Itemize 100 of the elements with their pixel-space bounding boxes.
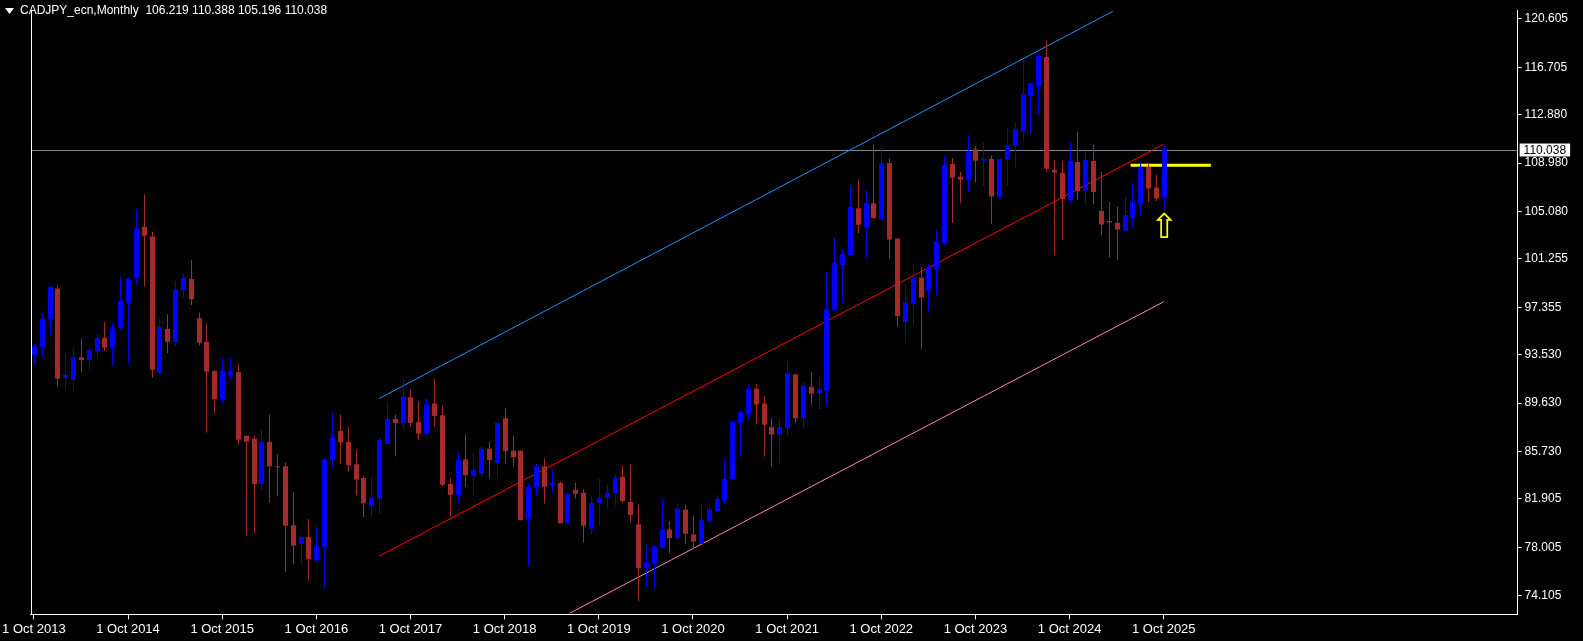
candlestick	[754, 383, 759, 425]
candlestick	[79, 338, 84, 373]
candlestick	[1013, 121, 1018, 169]
candlestick	[722, 458, 727, 505]
candlestick	[1028, 82, 1033, 135]
candlestick	[299, 535, 304, 565]
candlestick	[346, 426, 351, 473]
candlestick	[244, 435, 249, 537]
candlestick	[871, 143, 876, 220]
y-tick-label: 85.730	[1524, 443, 1562, 458]
x-tick-label: 1 Oct 2023	[943, 620, 1008, 636]
y-tick-label: 112.880	[1524, 106, 1568, 121]
x-tick-label: 1 Oct 2021	[755, 620, 819, 636]
y-tick-label: 89.630	[1524, 395, 1562, 410]
candlestick	[291, 491, 296, 565]
candlestick	[306, 518, 311, 582]
candlestick	[550, 468, 555, 493]
candlestick	[644, 544, 649, 588]
candlestick	[652, 544, 657, 590]
y-tick-label: 78.005	[1524, 539, 1562, 554]
candlestick	[919, 266, 924, 350]
y-tick-label: 97.355	[1524, 299, 1562, 314]
candlestick	[1115, 206, 1120, 261]
y-tick-label: 116.705	[1524, 59, 1568, 74]
x-tick-label: 1 Oct 2024	[1037, 620, 1102, 636]
candlestick	[63, 352, 68, 390]
candlestick	[699, 505, 704, 545]
candlestick	[165, 313, 170, 354]
candlestick	[926, 263, 931, 313]
candlestick	[393, 414, 398, 457]
candlestick	[738, 410, 743, 457]
y-tick-label: 81.905	[1524, 491, 1562, 506]
candlestick	[762, 395, 767, 457]
candlestick	[228, 357, 233, 381]
candlestick	[950, 157, 955, 224]
candlestick	[189, 259, 194, 306]
candlestick	[338, 414, 343, 465]
candlestick	[777, 419, 782, 464]
candlestick	[142, 193, 147, 287]
x-tick-label: 1 Oct 2022	[849, 620, 914, 636]
candlestick	[32, 343, 37, 365]
candlestick	[354, 449, 359, 496]
candlestick	[1099, 171, 1104, 236]
ref-line-label: 110.038	[1523, 142, 1567, 157]
y-tick-label: 101.255	[1524, 251, 1569, 266]
candlestick	[487, 441, 492, 480]
candlestick	[597, 478, 602, 527]
annotation: ⇧	[1150, 206, 1179, 246]
candlestick	[330, 412, 335, 468]
candlestick	[275, 453, 280, 497]
candlestick	[463, 434, 468, 488]
candlestick	[817, 377, 822, 410]
candlestick	[87, 348, 92, 370]
x-tick-label: 1 Oct 2016	[284, 620, 349, 636]
candlestick	[1005, 127, 1010, 187]
candlestick	[958, 171, 963, 204]
candlestick	[416, 401, 421, 441]
candlestick	[448, 477, 453, 518]
x-tick-label: 1 Oct 2025	[1131, 620, 1196, 636]
candlestick	[1130, 182, 1135, 228]
candlestick	[769, 417, 774, 467]
candlestick	[542, 457, 547, 505]
candlestick	[369, 476, 374, 517]
chart-title: CADJPY_ecn,Monthly 106.219 110.388 105.196 110.038	[20, 3, 328, 18]
candlestick	[605, 484, 610, 510]
candlestick	[691, 514, 696, 550]
x-tick-label: 1 Oct 2013	[2, 620, 66, 636]
x-tick-label: 1 Oct 2017	[378, 620, 443, 636]
x-tick-label: 1 Oct 2015	[190, 620, 254, 636]
candlestick	[534, 463, 539, 496]
candlestick	[1154, 174, 1159, 202]
candlestick	[314, 526, 319, 562]
x-tick-label: 1 Oct 2018	[472, 620, 537, 636]
candlestick	[126, 276, 131, 365]
y-tick-label: 105.080	[1524, 203, 1569, 218]
candlestick	[110, 322, 115, 367]
candlestick	[71, 348, 76, 393]
y-tick-label: 93.530	[1524, 347, 1562, 362]
candlestick	[856, 179, 861, 234]
x-tick-label: 1 Oct 2014	[96, 620, 160, 636]
candlestick	[511, 435, 516, 468]
x-tick-label: 1 Oct 2019	[567, 620, 631, 636]
candlestick	[1123, 196, 1128, 232]
candlestick	[809, 371, 814, 406]
candlestick	[973, 145, 978, 184]
candlestick	[613, 473, 618, 506]
candlestick	[840, 248, 845, 304]
candlestick	[660, 499, 665, 549]
candlestick	[903, 284, 908, 344]
candlestick	[471, 452, 476, 497]
y-tick-label: 120.605	[1524, 11, 1569, 26]
candlestick	[432, 378, 437, 428]
candlestick	[102, 321, 107, 352]
candlestick	[981, 141, 986, 187]
candlestick	[181, 273, 186, 298]
candlestick	[1146, 162, 1151, 203]
candlestick	[628, 463, 633, 523]
y-tick-label: 108.980	[1524, 155, 1569, 170]
candlestick	[1107, 201, 1112, 259]
candlestick	[95, 334, 100, 358]
